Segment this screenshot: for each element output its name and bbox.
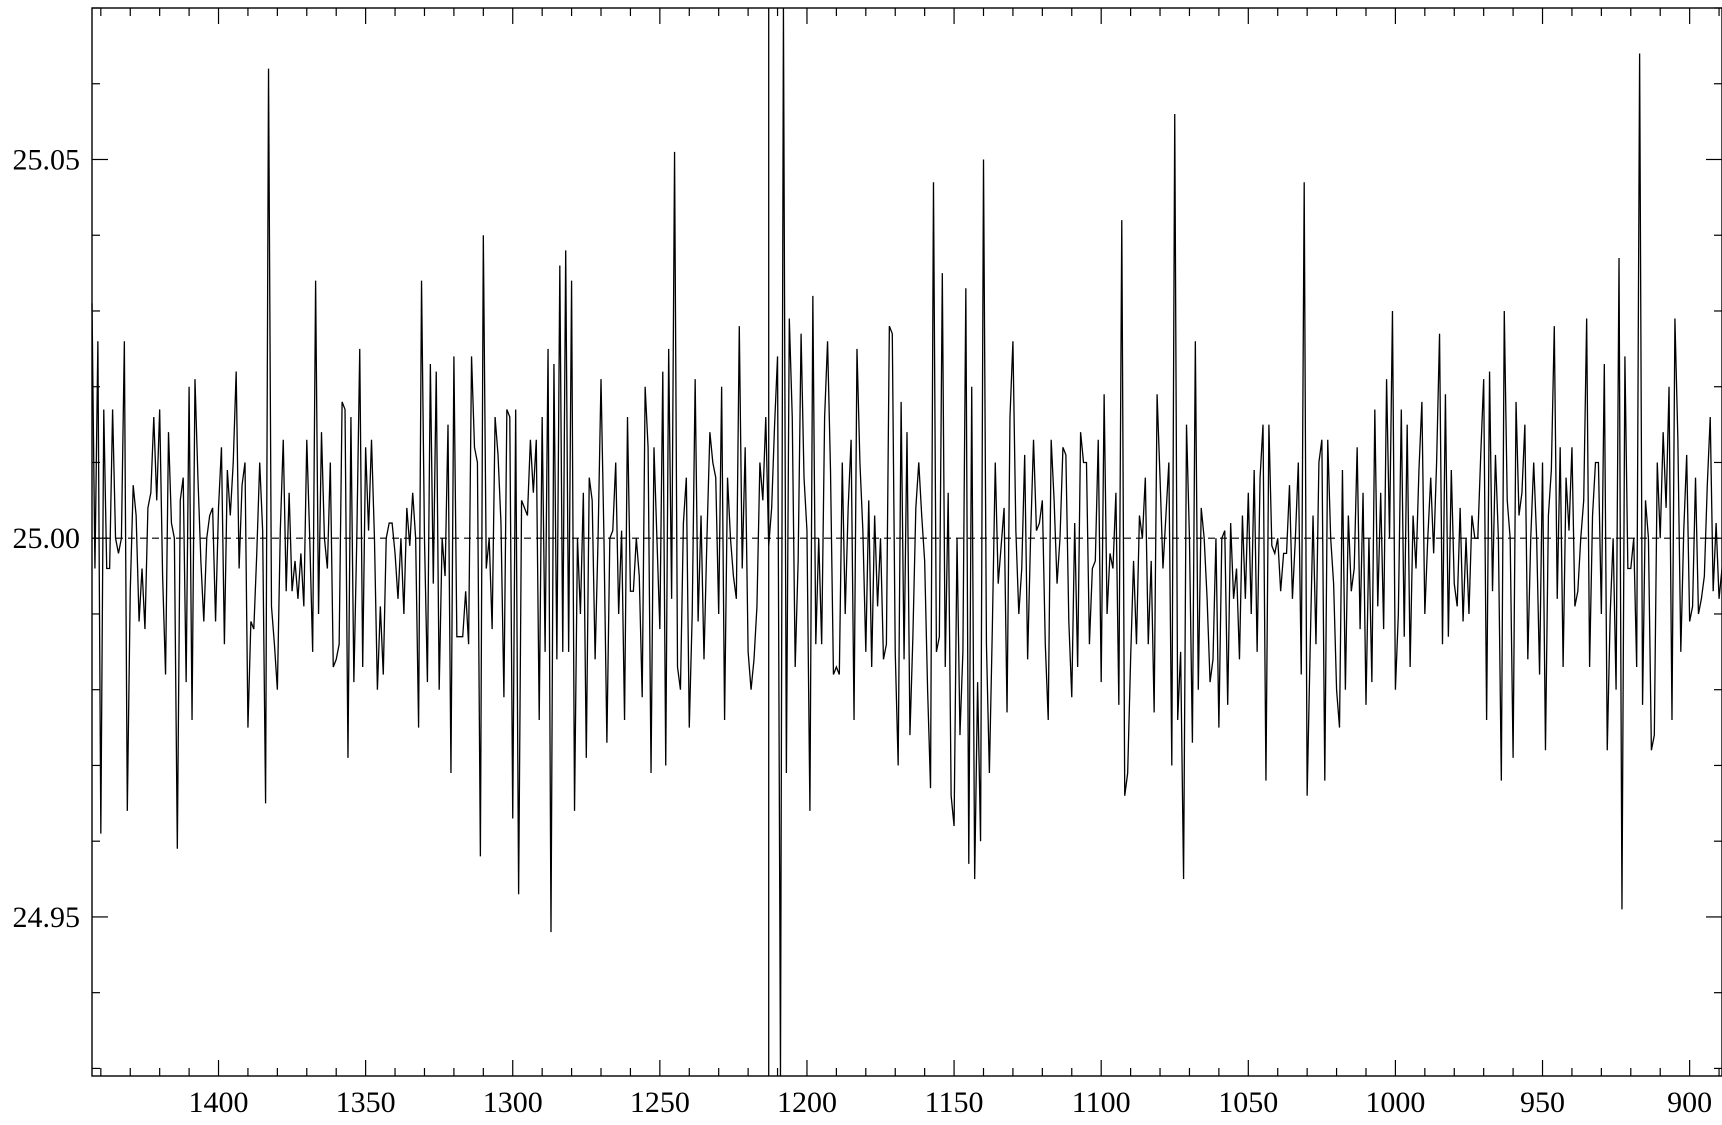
x-tick-label: 1250 (630, 1086, 690, 1119)
x-tick-label: 950 (1520, 1086, 1565, 1119)
x-tick-label: 1100 (1072, 1086, 1131, 1119)
x-tick-label: 900 (1667, 1086, 1712, 1119)
plot-frame (91, 7, 1722, 1077)
y-tick-label: 24.95 (13, 901, 81, 934)
y-tick-label: 25.05 (13, 143, 81, 176)
x-tick-label: 1350 (336, 1086, 396, 1119)
x-tick-label: 1000 (1365, 1086, 1425, 1119)
x-tick-label: 1300 (483, 1086, 543, 1119)
x-tick-label: 1050 (1218, 1086, 1278, 1119)
x-tick-label: 1150 (925, 1086, 984, 1119)
plot-marks (91, 7, 1722, 1077)
plot-frame-border (91, 7, 1722, 1077)
x-tick-label: 1200 (777, 1086, 837, 1119)
x-tick-label: 1400 (189, 1086, 249, 1119)
series-line-1 (91, 7, 1722, 1077)
tick-labels: 1400 1350 1300 1250 1200 1150 1100 1050 1000 950 9… (13, 143, 1713, 1119)
y-tick-label: 25.00 (13, 522, 81, 555)
